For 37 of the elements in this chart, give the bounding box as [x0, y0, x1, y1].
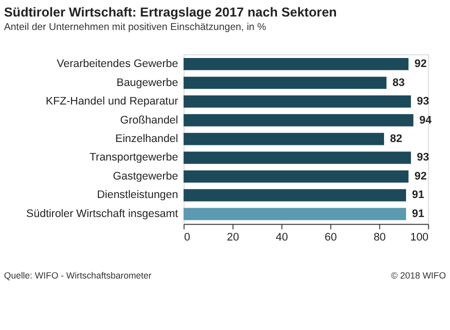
- bar: [184, 76, 386, 89]
- chart-title: Südtiroler Wirtschaft: Ertragslage 2017 nach Sektoren: [4, 4, 337, 20]
- x-tick-label: 100: [410, 231, 429, 244]
- data-label: 94: [419, 114, 432, 126]
- data-label: 91: [412, 208, 424, 220]
- x-tick-label: 80: [374, 231, 386, 244]
- y-tick-label: Einzelhandel: [115, 133, 178, 145]
- x-tick-label: 0: [184, 231, 190, 244]
- data-label: 91: [412, 189, 424, 202]
- bar: [184, 189, 406, 202]
- bar: [184, 95, 411, 108]
- data-label: 92: [414, 170, 427, 182]
- x-tick-label: 20: [226, 231, 240, 244]
- y-tick-label: Dienstleistungen: [96, 189, 178, 202]
- bar: [184, 58, 408, 70]
- data-label: 93: [416, 96, 430, 108]
- data-label: 83: [392, 76, 405, 89]
- x-tick-label: 40: [276, 231, 288, 244]
- data-label: 93: [416, 152, 430, 164]
- data-label: 92: [414, 58, 427, 70]
- bar: [184, 152, 411, 164]
- y-tick-label: Baugewerbe: [116, 76, 178, 89]
- y-tick-label: Großhandel: [120, 114, 178, 126]
- bar: [184, 170, 408, 183]
- y-tick-label: Verarbeitendes Gewerbe: [56, 58, 178, 70]
- data-label: 82: [390, 133, 402, 145]
- bar: [184, 114, 414, 126]
- bar: [184, 132, 384, 146]
- text: © 2018 WIFO: [391, 270, 446, 281]
- chart-subtitle: Anteil der Unternehmen mit positiven Einschätzungen, in %: [4, 22, 266, 34]
- source-note: Quelle: WIFO - Wirtschaftsbarometer: [4, 270, 152, 281]
- y-tick-label: Gastgewerbe: [112, 170, 178, 182]
- x-tick-label: 60: [324, 231, 337, 244]
- y-tick-label: Transportgewerbe: [89, 152, 178, 164]
- bar: [184, 208, 406, 220]
- y-tick-label: Südtiroler Wirtschaft insgesamt: [26, 208, 178, 220]
- y-tick-label: KFZ-Handel und Reparatur: [46, 96, 178, 108]
